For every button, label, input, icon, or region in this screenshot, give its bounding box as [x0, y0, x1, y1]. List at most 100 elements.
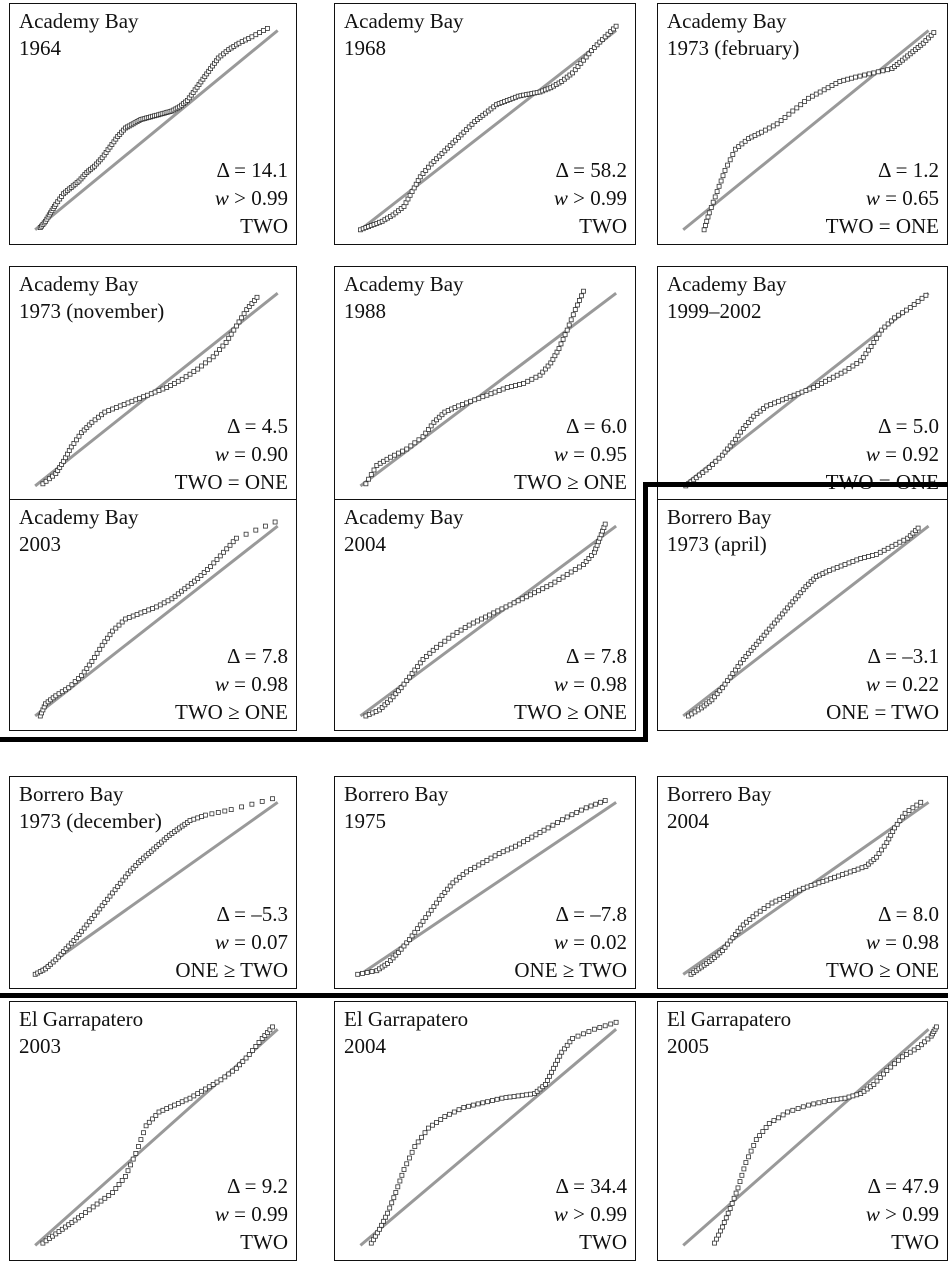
data-point: [379, 1222, 384, 1228]
data-point: [99, 412, 104, 418]
panel-stats: Δ = 7.8 w = 0.98 TWO ≥ ONE: [175, 642, 288, 726]
data-point: [915, 1045, 921, 1050]
data-point: [605, 31, 611, 37]
data-point: [730, 671, 736, 676]
data-point: [800, 885, 806, 891]
qq-plot: [682, 292, 930, 489]
data-point: [583, 559, 589, 564]
data-point: [195, 815, 201, 821]
data-point: [442, 890, 448, 895]
panel-site: Borrero Bay: [667, 782, 772, 806]
data-point: [133, 863, 139, 868]
data-point: [94, 909, 100, 915]
data-point: [773, 898, 779, 904]
data-point: [172, 593, 178, 599]
data-point: [907, 305, 913, 310]
data-point: [733, 146, 738, 152]
data-point: [697, 472, 702, 478]
data-point: [902, 810, 908, 816]
data-point: [97, 646, 103, 652]
data-point: [503, 1095, 509, 1100]
data-point: [720, 685, 725, 691]
data-point: [71, 938, 77, 943]
data-point: [79, 1213, 84, 1218]
data-point: [600, 37, 605, 42]
separator-borrero-top: [643, 482, 948, 487]
weight-value: w > 0.99: [553, 186, 627, 210]
data-point: [722, 167, 728, 173]
data-point: [456, 1107, 462, 1113]
data-point: [89, 658, 95, 664]
data-point: [182, 586, 188, 592]
data-point: [746, 419, 751, 425]
data-point: [388, 958, 393, 964]
data-point: [377, 707, 382, 713]
data-point: [428, 907, 434, 913]
data-point: [464, 869, 469, 875]
data-point: [125, 871, 131, 877]
data-point: [789, 891, 794, 897]
data-point: [61, 949, 66, 954]
data-point: [228, 331, 234, 337]
data-point: [778, 118, 784, 123]
data-point: [753, 641, 759, 647]
panel-stats: Δ = –7.8 w = 0.02 ONE ≥ TWO: [514, 900, 627, 984]
data-point: [511, 600, 517, 606]
data-point: [404, 940, 410, 946]
data-point: [369, 969, 375, 975]
data-point: [722, 681, 728, 687]
data-point: [813, 91, 819, 97]
data-point: [586, 1029, 592, 1034]
model-verdict: TWO: [891, 1230, 939, 1254]
delta-value: Δ = –3.1: [867, 644, 939, 668]
data-point: [464, 400, 469, 406]
data-point: [464, 127, 469, 132]
data-point: [431, 158, 437, 164]
data-point: [874, 1078, 880, 1084]
data-point: [195, 366, 201, 372]
data-point: [709, 697, 715, 703]
data-point: [499, 606, 505, 612]
weight-value: w = 0.99: [214, 1202, 288, 1226]
reference-line: [34, 524, 279, 718]
data-point: [896, 312, 901, 318]
data-point: [819, 381, 825, 386]
data-point: [747, 916, 753, 922]
data-point: [259, 798, 265, 804]
data-point: [602, 798, 608, 803]
data-point: [785, 605, 790, 611]
data-point: [401, 1167, 407, 1172]
data-point: [86, 662, 92, 668]
data-point: [97, 906, 103, 912]
data-point: [871, 340, 877, 345]
data-point: [222, 1074, 228, 1080]
data-point: [447, 143, 453, 148]
data-point: [221, 549, 226, 555]
data-point: [115, 884, 121, 889]
data-point: [533, 374, 539, 380]
qq-plot: [682, 524, 930, 719]
data-point: [488, 855, 494, 861]
data-point: [871, 70, 877, 76]
data-point: [417, 660, 423, 666]
data-point: [826, 1098, 832, 1103]
data-point: [854, 361, 860, 366]
data-point: [470, 620, 476, 626]
qq-panel: El Garrapatero 2003 Δ = 9.2 w = 0.99 TWO: [9, 1001, 297, 1261]
data-point: [826, 568, 832, 573]
data-point: [84, 922, 90, 928]
panel-period: 2004: [344, 1034, 386, 1058]
data-point: [241, 311, 247, 317]
data-point: [742, 138, 748, 144]
data-point: [445, 886, 450, 892]
data-point: [479, 616, 484, 622]
panel-period: 2003: [19, 532, 61, 556]
data-point: [92, 912, 97, 918]
data-point: [404, 678, 410, 684]
data-point: [850, 1093, 856, 1099]
data-point: [536, 588, 542, 594]
data-point: [774, 121, 780, 127]
data-point: [839, 872, 845, 877]
data-point: [722, 944, 728, 950]
data-point: [542, 1082, 548, 1087]
